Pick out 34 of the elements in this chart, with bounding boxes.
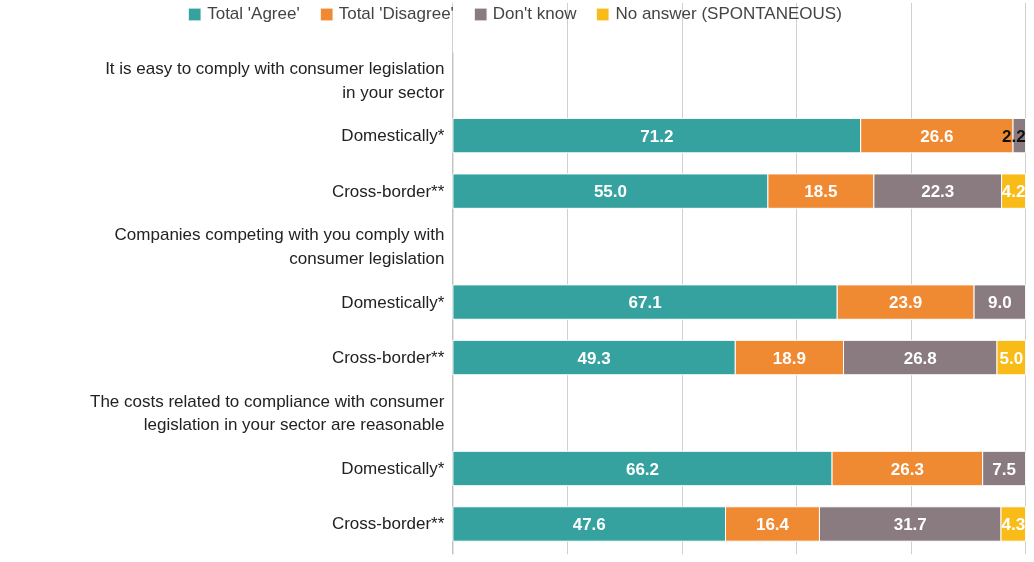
y-tick-label: Domestically* xyxy=(341,126,445,146)
data-label: 47.6 xyxy=(572,514,606,534)
data-label: 71.2 xyxy=(640,126,674,146)
legend-label: Total 'Agree' xyxy=(207,4,300,24)
data-label: 49.3 xyxy=(577,348,611,368)
data-label: 18.9 xyxy=(772,348,806,368)
data-label: 55.0 xyxy=(593,182,627,202)
legend-label: No answer (SPONTANEOUS) xyxy=(615,4,842,24)
data-label: 7.5 xyxy=(992,459,1016,479)
legend-label: Total 'Disagree' xyxy=(338,4,454,24)
y-tick-label: Cross-border** xyxy=(331,348,445,368)
data-label: 26.6 xyxy=(920,126,954,146)
data-label: 67.1 xyxy=(628,293,662,313)
data-label: 4.2 xyxy=(1001,182,1026,202)
data-label: 2.2 xyxy=(1002,126,1026,146)
data-label: 18.5 xyxy=(804,182,838,202)
data-label: 16.4 xyxy=(755,514,790,534)
data-label: 66.2 xyxy=(625,459,660,479)
legend-label: Don't know xyxy=(492,4,577,24)
y-tick-label: Companies competing with you comply with consumer legislation xyxy=(114,225,445,268)
data-label: 4.3 xyxy=(1001,514,1026,534)
data-label: 22.3 xyxy=(921,182,955,202)
data-label: 23.9 xyxy=(889,293,923,313)
data-label: 9.0 xyxy=(988,293,1012,313)
y-tick-label: Cross-border** xyxy=(331,181,445,201)
data-label: 31.7 xyxy=(893,514,927,534)
y-tick-label: Domestically* xyxy=(341,292,445,312)
y-tick-label: The costs related to compliance with consumer legislation in your sector are reasonable xyxy=(90,391,445,435)
y-tick-label: Domestically* xyxy=(341,459,445,479)
data-label: 26.3 xyxy=(890,459,924,479)
data-label: 26.8 xyxy=(903,348,937,368)
data-label: 5.0 xyxy=(999,348,1024,368)
y-tick-label: It is easy to comply with consumer legislation in your sector xyxy=(105,58,445,102)
y-tick-label: Cross-border** xyxy=(331,514,445,534)
